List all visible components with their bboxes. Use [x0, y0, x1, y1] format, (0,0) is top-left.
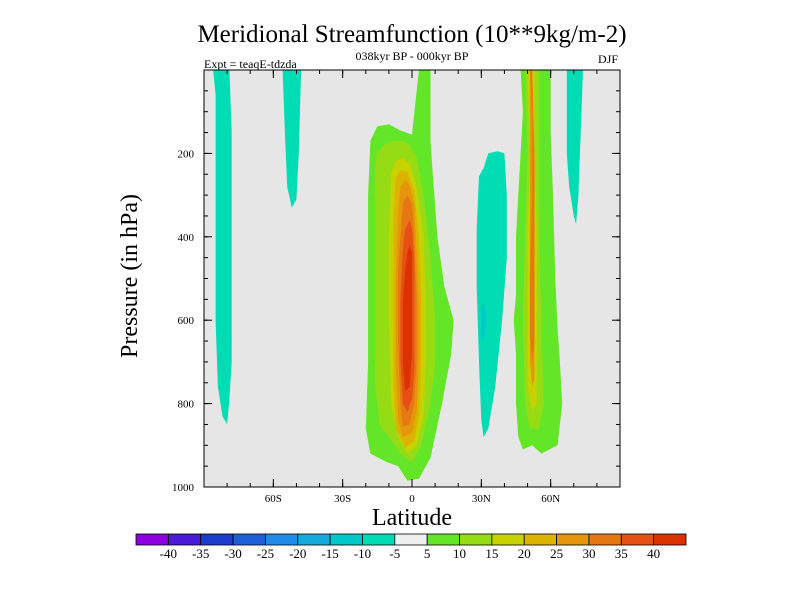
- colorbar-swatch: [620, 533, 655, 546]
- colorbar-label: 10: [453, 546, 466, 561]
- y-tick-label: 400: [178, 232, 195, 244]
- colorbar-swatch: [167, 533, 202, 546]
- cell-30n-negative: [476, 151, 507, 438]
- colorbar-swatch: [362, 533, 396, 546]
- y-axis: 200 400 600 800 1000: [172, 90, 620, 494]
- y-tick-label: 600: [178, 315, 195, 327]
- colorbar-label: -30: [224, 546, 241, 561]
- cell-60n-positive: [529, 70, 535, 362]
- y-tick-label: 200: [178, 148, 195, 160]
- season-annotation: DJF: [598, 52, 618, 66]
- cell-60s-upper-negative: [213, 70, 232, 425]
- colorbar-swatch: [329, 533, 363, 546]
- cell-70n-upper-negative: [566, 70, 583, 225]
- colorbar-label: -35: [192, 546, 209, 561]
- chart-title: Meridional Streamfunction (10**9kg/m-2): [197, 21, 626, 48]
- colorbar-swatch: [459, 533, 493, 546]
- colorbar-label: 30: [582, 546, 595, 561]
- colorbar-label: 40: [647, 546, 660, 561]
- colorbar-swatch: [200, 533, 234, 546]
- x-tick-label: 0: [409, 493, 415, 505]
- x-tick-label: 60S: [265, 493, 282, 505]
- plot-area: [203, 69, 621, 488]
- experiment-annotation: Expt = teaqE-tdzda: [204, 57, 297, 71]
- colorbar: -40 -35 -30 -25 -20 -15 -10 -5 5 10 15 20 25 30 35 40: [135, 533, 687, 561]
- colorbar-label: -5: [389, 546, 400, 561]
- chart-subtitle: 038kyr BP - 000kyr BP: [356, 49, 469, 63]
- y-tick-label: 800: [178, 399, 195, 411]
- colorbar-label: 20: [518, 546, 531, 561]
- colorbar-swatch: [394, 533, 428, 546]
- colorbar-swatch: [491, 533, 525, 546]
- cell-hadley-equator: [402, 245, 412, 392]
- x-axis-label: Latitude: [372, 505, 452, 531]
- colorbar-label: -10: [354, 546, 371, 561]
- x-tick-label: 30N: [472, 493, 491, 505]
- y-axis-label: Pressure (in hPa): [117, 194, 143, 358]
- colorbar-label: -20: [289, 546, 306, 561]
- colorbar-swatch: [426, 533, 460, 546]
- x-axis: 60S 30S 0 30N 60N: [226, 70, 598, 505]
- colorbar-swatch: [523, 533, 557, 546]
- colorbar-swatch: [135, 533, 169, 546]
- colorbar-swatch: [232, 533, 266, 546]
- colorbar-swatch: [556, 533, 590, 546]
- colorbar-label: 15: [485, 546, 498, 561]
- colorbar-swatch: [297, 533, 331, 546]
- colorbar-swatch: [588, 533, 622, 546]
- colorbar-swatch: [653, 533, 687, 546]
- contour-fields: [213, 70, 583, 481]
- colorbar-swatch: [265, 533, 299, 546]
- colorbar-label: 5: [424, 546, 431, 561]
- colorbar-label: -40: [160, 546, 177, 561]
- colorbar-label: 25: [550, 546, 563, 561]
- colorbar-label: 35: [615, 546, 628, 561]
- x-tick-label: 60N: [541, 493, 560, 505]
- colorbar-label: -15: [321, 546, 338, 561]
- x-tick-label: 30S: [334, 493, 351, 505]
- cell-30n-negative-core: [481, 303, 486, 342]
- cell-50s-upper-negative: [282, 70, 302, 208]
- colorbar-label: -25: [257, 546, 274, 561]
- y-tick-label: 1000: [172, 482, 195, 494]
